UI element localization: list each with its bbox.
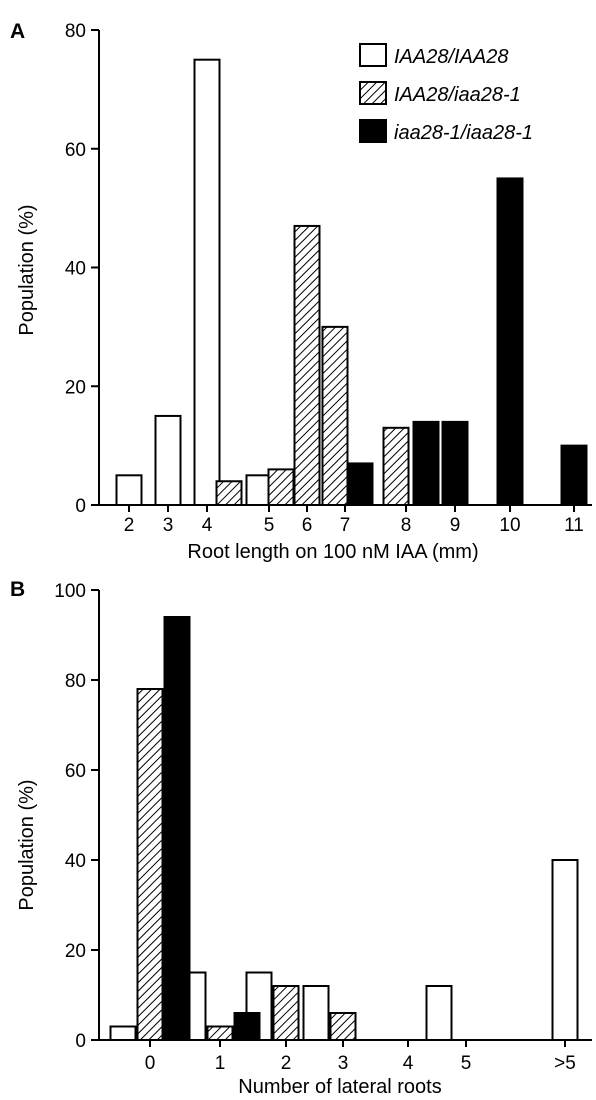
x-ticks-a: 2 3 4 5 6 7 8 9 10 11 bbox=[124, 505, 584, 536]
x-tick-label: 4 bbox=[202, 515, 213, 536]
x-tick-label: 5 bbox=[264, 515, 275, 536]
bar bbox=[551, 859, 579, 1041]
y-axis-label-a: Population (%) bbox=[16, 204, 38, 335]
x-tick-label: 5 bbox=[461, 1053, 472, 1074]
x-tick-label: >5 bbox=[554, 1053, 576, 1074]
bar bbox=[115, 474, 143, 506]
bar bbox=[321, 325, 349, 506]
chart-b: B Population (%) Number of lateral roots… bbox=[10, 578, 592, 1098]
legend-label: IAA28/IAA28 bbox=[394, 46, 509, 68]
bar bbox=[302, 985, 330, 1041]
bar bbox=[109, 1025, 137, 1041]
x-tick-label: 0 bbox=[145, 1053, 156, 1074]
bar bbox=[441, 420, 469, 506]
x-tick-label: 3 bbox=[163, 515, 174, 536]
bar bbox=[382, 426, 410, 506]
x-tick-label: 1 bbox=[215, 1053, 226, 1074]
x-tick-label: 10 bbox=[499, 515, 520, 536]
y-ticks-b: 0 20 40 60 80 100 bbox=[54, 581, 99, 1052]
y-tick-label: 60 bbox=[65, 761, 86, 782]
x-axis-label-a: Root length on 100 nM IAA (mm) bbox=[187, 541, 478, 563]
x-tick-label: 9 bbox=[450, 515, 461, 536]
y-tick-label: 80 bbox=[65, 671, 86, 692]
bar bbox=[560, 444, 588, 506]
bar bbox=[293, 224, 321, 506]
bar bbox=[412, 420, 440, 506]
y-tick-label: 100 bbox=[54, 581, 86, 602]
panel-label-a: A bbox=[10, 20, 25, 43]
legend-label: iaa28-1/iaa28-1 bbox=[394, 122, 533, 144]
bar bbox=[154, 414, 182, 506]
legend-swatch-black bbox=[359, 119, 387, 143]
bar bbox=[425, 985, 453, 1041]
y-tick-label: 40 bbox=[65, 851, 86, 872]
x-tick-label: 2 bbox=[124, 515, 135, 536]
bar bbox=[496, 177, 524, 506]
x-axis-label-b: Number of lateral roots bbox=[238, 1076, 441, 1098]
y-tick-label: 20 bbox=[65, 941, 86, 962]
bar bbox=[136, 688, 164, 1041]
x-tick-label: 7 bbox=[340, 515, 351, 536]
y-axis-label-b: Population (%) bbox=[16, 779, 38, 910]
legend-item-iaa28-iaa28-1: IAA28/iaa28-1 bbox=[359, 81, 521, 106]
y-tick-label: 80 bbox=[65, 21, 86, 42]
x-tick-label: 8 bbox=[401, 515, 412, 536]
x-tick-label: 2 bbox=[281, 1053, 292, 1074]
bar bbox=[193, 58, 221, 506]
y-tick-label: 40 bbox=[65, 259, 86, 280]
bar bbox=[346, 462, 374, 506]
y-tick-label: 60 bbox=[65, 140, 86, 161]
legend-a: IAA28/IAA28 IAA28/iaa28-1 iaa28-1/iaa28-… bbox=[359, 43, 533, 144]
bar bbox=[206, 1025, 234, 1041]
legend-item-iaa28-1-iaa28-1: iaa28-1/iaa28-1 bbox=[359, 119, 533, 144]
bars-b bbox=[109, 616, 579, 1041]
y-ticks-a: 0 20 40 60 80 bbox=[65, 21, 99, 517]
bar bbox=[163, 616, 191, 1041]
y-tick-label: 0 bbox=[75, 1031, 86, 1052]
bar bbox=[272, 985, 300, 1041]
legend-label: IAA28/iaa28-1 bbox=[394, 84, 521, 106]
chart-a: A Population (%) Root length on 100 nM I… bbox=[10, 20, 592, 563]
x-tick-label: 11 bbox=[564, 515, 584, 536]
bar bbox=[233, 1012, 261, 1041]
x-tick-label: 4 bbox=[403, 1053, 414, 1074]
x-tick-label: 3 bbox=[338, 1053, 349, 1074]
bar bbox=[267, 468, 295, 506]
y-tick-label: 0 bbox=[75, 496, 86, 517]
legend-swatch-white bbox=[359, 43, 387, 67]
y-tick-label: 20 bbox=[65, 377, 86, 398]
bar bbox=[215, 480, 243, 506]
legend-swatch-hatched bbox=[359, 81, 387, 105]
panel-label-b: B bbox=[10, 578, 25, 601]
x-tick-label: 6 bbox=[302, 515, 313, 536]
x-ticks-b: 0 1 2 3 4 5 >5 bbox=[145, 1040, 576, 1074]
bar bbox=[329, 1012, 357, 1041]
bars-a bbox=[115, 58, 588, 506]
legend-item-iaa28-iaa28: IAA28/IAA28 bbox=[359, 43, 509, 68]
